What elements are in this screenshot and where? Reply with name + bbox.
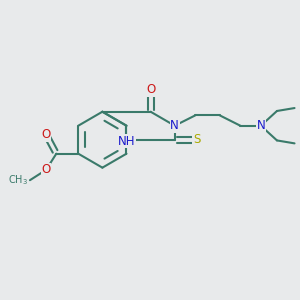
- Text: O: O: [41, 128, 51, 141]
- Text: NH: NH: [118, 135, 135, 148]
- Text: O: O: [146, 83, 155, 96]
- Text: O: O: [41, 164, 51, 176]
- Text: S: S: [193, 133, 200, 146]
- Text: CH$_3$: CH$_3$: [8, 173, 28, 187]
- Text: N: N: [170, 119, 179, 132]
- Text: N: N: [256, 119, 265, 132]
